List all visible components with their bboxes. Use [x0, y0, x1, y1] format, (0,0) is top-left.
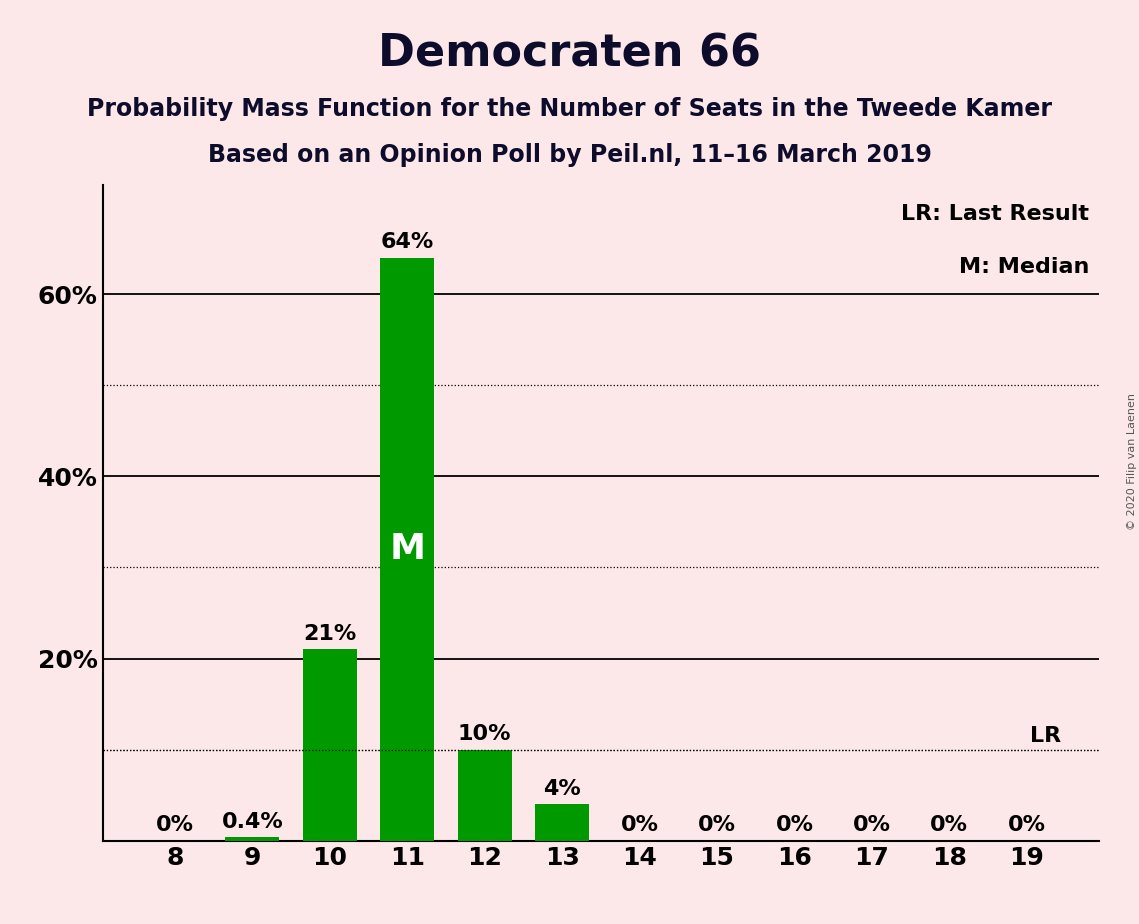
Text: LR: LR [1031, 726, 1062, 746]
Text: 0.4%: 0.4% [221, 811, 284, 832]
Text: 0%: 0% [156, 815, 194, 835]
Text: 0%: 0% [621, 815, 658, 835]
Text: Probability Mass Function for the Number of Seats in the Tweede Kamer: Probability Mass Function for the Number… [87, 97, 1052, 121]
Text: 0%: 0% [931, 815, 968, 835]
Text: 0%: 0% [698, 815, 736, 835]
Text: © 2020 Filip van Laenen: © 2020 Filip van Laenen [1126, 394, 1137, 530]
Text: 21%: 21% [303, 624, 357, 644]
Bar [303, 650, 357, 841]
Text: 64%: 64% [380, 232, 434, 252]
Bar [458, 749, 511, 841]
Text: 0%: 0% [776, 815, 813, 835]
Text: Based on an Opinion Poll by Peil.nl, 11–16 March 2019: Based on an Opinion Poll by Peil.nl, 11–… [207, 143, 932, 167]
Text: Democraten 66: Democraten 66 [378, 32, 761, 76]
Bar [380, 258, 434, 841]
Text: M: Median: M: Median [959, 257, 1089, 277]
Text: 0%: 0% [1008, 815, 1046, 835]
Text: 10%: 10% [458, 724, 511, 744]
Text: 4%: 4% [543, 779, 581, 799]
Bar [226, 837, 279, 841]
Text: LR: Last Result: LR: Last Result [901, 204, 1089, 225]
Text: 0%: 0% [853, 815, 891, 835]
Text: M: M [390, 532, 425, 566]
Bar [535, 805, 589, 841]
